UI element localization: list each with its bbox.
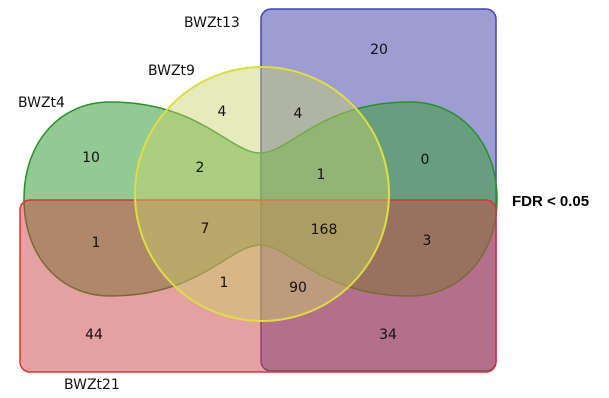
count-t21-only: 44	[85, 327, 103, 343]
count-t4-only: 10	[82, 150, 100, 166]
count-t4-t13: 0	[421, 152, 430, 168]
count-t4-t13-t21: 3	[423, 233, 432, 249]
count-t9-t13: 4	[294, 106, 303, 122]
count-t9-only: 4	[218, 104, 227, 120]
count-t9-t13-t21: 90	[289, 280, 307, 296]
count-t9-t21: 1	[220, 275, 229, 291]
fdr-threshold-label: FDR < 0.05	[512, 193, 589, 210]
label-bwzt9: BWZt9	[148, 63, 195, 79]
set-bwzt21-shape	[19, 199, 497, 373]
count-t4-t21: 1	[92, 235, 101, 251]
count-t13-t21: 34	[379, 327, 397, 343]
label-bwzt21: BWZt21	[64, 377, 120, 393]
count-t4-t9: 2	[196, 160, 205, 176]
label-bwzt4: BWZt4	[18, 95, 65, 111]
count-t4-t9-t13: 1	[317, 167, 326, 183]
set-bwzt9-shape	[134, 66, 390, 322]
count-t13-only: 20	[370, 42, 388, 58]
count-t4-t9-t21: 7	[201, 221, 210, 237]
count-all-four: 168	[311, 222, 338, 238]
label-bwzt13: BWZt13	[184, 15, 240, 31]
